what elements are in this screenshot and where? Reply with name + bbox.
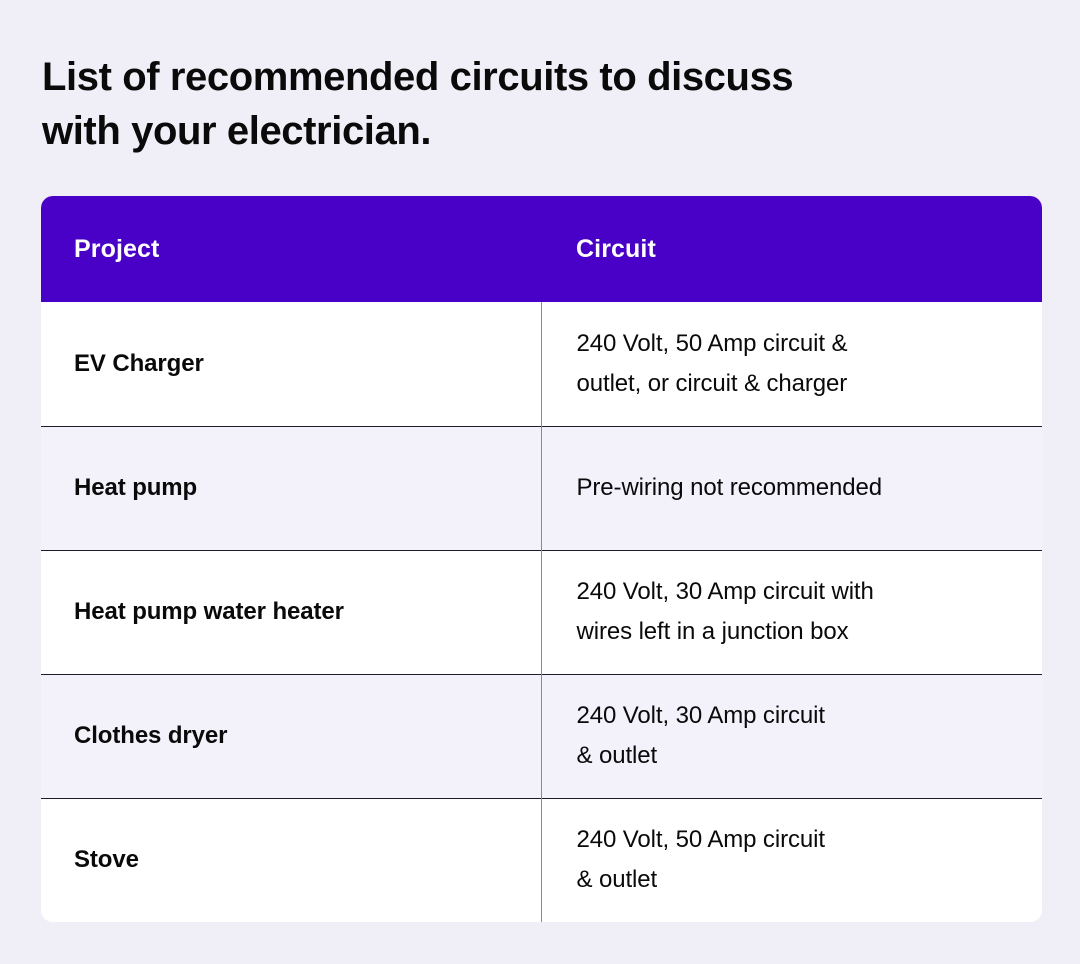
- recommended-circuits-table: Project Circuit EV Charger 240 Volt, 50 …: [41, 196, 1042, 922]
- table-body: EV Charger 240 Volt, 50 Amp circuit & ou…: [41, 302, 1042, 922]
- table-header-row: Project Circuit: [41, 196, 1042, 302]
- table-row: Heat pump water heater 240 Volt, 30 Amp …: [41, 549, 1042, 674]
- table-header: Project Circuit: [41, 196, 1042, 302]
- cell-circuit: 240 Volt, 50 Amp circuit & outlet, or ci…: [576, 329, 848, 397]
- cell-circuit: 240 Volt, 50 Amp circuit & outlet: [541, 797, 1042, 922]
- cell-project: Heat pump water heater: [41, 549, 542, 674]
- column-header-project: Project: [74, 234, 160, 263]
- cell-circuit: 240 Volt, 30 Amp circuit with wires left…: [541, 549, 1042, 674]
- cell-project: Clothes dryer: [41, 673, 542, 798]
- cell-circuit: Pre-wiring not recommended: [541, 425, 1042, 550]
- recommended-circuits-table-card: Project Circuit EV Charger 240 Volt, 50 …: [41, 196, 1042, 922]
- table-row: Clothes dryer 240 Volt, 30 Amp circuit &…: [41, 673, 1042, 798]
- table-row: Heat pump Pre-wiring not recommended: [41, 425, 1042, 550]
- cell-project: Heat pump: [41, 425, 542, 550]
- column-header-circuit: Circuit: [576, 234, 656, 263]
- page-title: List of recommended circuits to discuss …: [42, 55, 794, 153]
- table-row: EV Charger 240 Volt, 50 Amp circuit & ou…: [41, 302, 1042, 426]
- cell-project: EV Charger: [41, 302, 542, 426]
- cell-project: Stove: [41, 797, 542, 922]
- table-row: Stove 240 Volt, 50 Amp circuit & outlet: [41, 797, 1042, 922]
- cell-circuit: 240 Volt, 30 Amp circuit & outlet: [541, 673, 1042, 798]
